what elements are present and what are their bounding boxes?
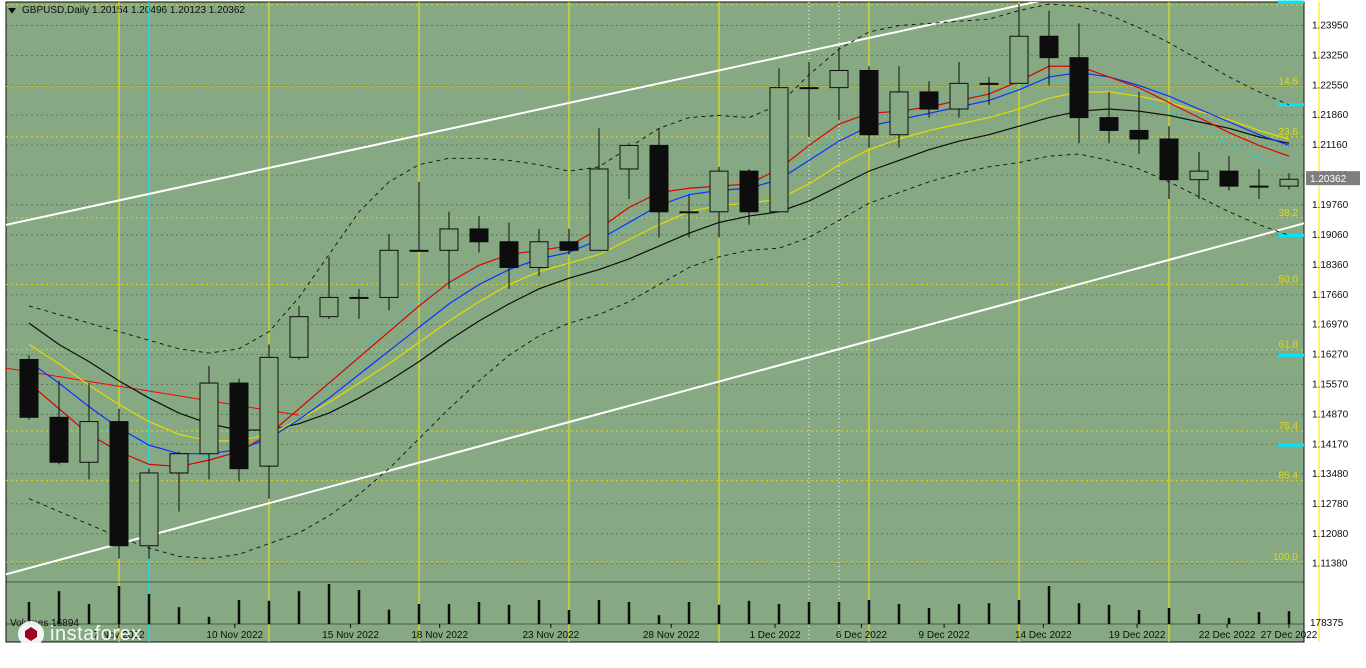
svg-text:6 Dec 2022: 6 Dec 2022 — [836, 630, 888, 641]
svg-text:76.4: 76.4 — [1279, 421, 1299, 432]
svg-text:GBPUSD,Daily 1.20154 1.20496: GBPUSD,Daily 1.20154 1.20496 1.20123 1.2… — [22, 5, 245, 16]
svg-text:14.6: 14.6 — [1279, 76, 1299, 87]
svg-text:1.18360: 1.18360 — [1312, 260, 1349, 271]
svg-text:1.11380: 1.11380 — [1312, 559, 1348, 570]
svg-text:1.21160: 1.21160 — [1312, 140, 1348, 151]
svg-text:15 Nov 2022: 15 Nov 2022 — [322, 630, 379, 641]
svg-text:1.17660: 1.17660 — [1312, 290, 1349, 301]
svg-text:178375: 178375 — [1310, 618, 1344, 629]
svg-text:1.20362: 1.20362 — [1310, 174, 1347, 185]
svg-text:1.22550: 1.22550 — [1312, 80, 1349, 91]
svg-text:23 Nov 2022: 23 Nov 2022 — [522, 630, 579, 641]
svg-text:1 Dec 2022: 1 Dec 2022 — [749, 630, 801, 641]
svg-text:1.16270: 1.16270 — [1312, 349, 1349, 360]
svg-text:9 Dec 2022: 9 Dec 2022 — [919, 630, 971, 641]
svg-text:14 Dec 2022: 14 Dec 2022 — [1015, 630, 1072, 641]
trading-chart[interactable]: GBPUSD,Daily 1.20154 1.20496 1.20123 1.2… — [0, 0, 1366, 668]
svg-text:19 Dec 2022: 19 Dec 2022 — [1109, 630, 1166, 641]
svg-text:1.13480: 1.13480 — [1312, 469, 1349, 480]
svg-text:85.4: 85.4 — [1279, 471, 1299, 482]
svg-text:1.12780: 1.12780 — [1312, 499, 1349, 510]
svg-text:1.19060: 1.19060 — [1312, 230, 1349, 241]
svg-text:18 Nov 2022: 18 Nov 2022 — [411, 630, 468, 641]
svg-text:28 Nov 2022: 28 Nov 2022 — [643, 630, 700, 641]
svg-text:1.21860: 1.21860 — [1312, 110, 1349, 121]
svg-text:22 Dec 2022: 22 Dec 2022 — [1199, 630, 1256, 641]
svg-text:38.2: 38.2 — [1279, 208, 1299, 219]
svg-text:1.14170: 1.14170 — [1312, 439, 1349, 450]
svg-text:23.6: 23.6 — [1279, 127, 1299, 138]
svg-text:1.16970: 1.16970 — [1312, 319, 1349, 330]
svg-text:1.19760: 1.19760 — [1312, 200, 1349, 211]
svg-text:61.8: 61.8 — [1279, 340, 1299, 351]
svg-text:Volumes 16894: Volumes 16894 — [10, 618, 79, 629]
svg-text:50.0: 50.0 — [1279, 275, 1299, 286]
svg-text:1.15570: 1.15570 — [1312, 379, 1349, 390]
svg-text:7 Nov 2022: 7 Nov 2022 — [93, 630, 145, 641]
svg-text:100.0: 100.0 — [1273, 552, 1298, 563]
svg-text:1.14870: 1.14870 — [1312, 409, 1349, 420]
svg-text:1.12080: 1.12080 — [1312, 529, 1349, 540]
chart-svg: GBPUSD,Daily 1.20154 1.20496 1.20123 1.2… — [0, 0, 1366, 668]
svg-text:27 Dec 2022: 27 Dec 2022 — [1261, 630, 1318, 641]
svg-text:1.23250: 1.23250 — [1312, 51, 1349, 62]
svg-text:10 Nov 2022: 10 Nov 2022 — [206, 630, 263, 641]
svg-text:1.23950: 1.23950 — [1312, 21, 1349, 32]
